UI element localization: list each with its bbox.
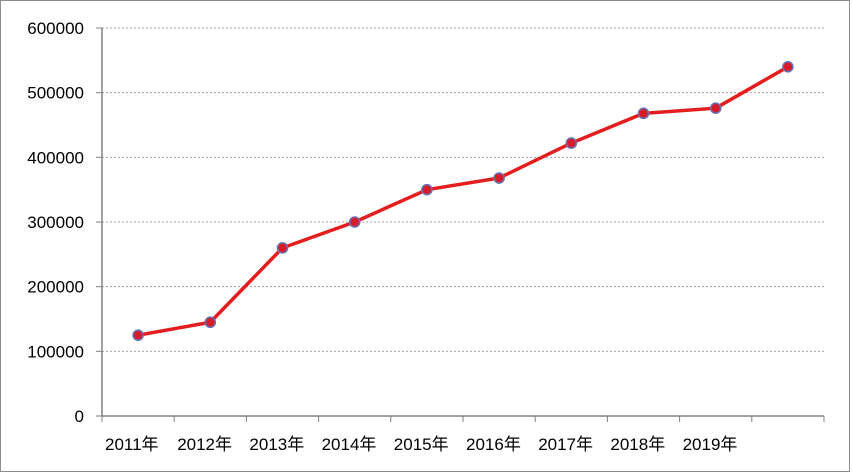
data-point	[204, 316, 217, 329]
y-tick-label: 0	[75, 407, 84, 426]
data-point	[637, 107, 650, 120]
y-axis-ticks: 0 100000 200000 300000 400000 500000 600000	[27, 19, 102, 426]
x-tick-label: 2017年	[538, 435, 593, 454]
y-tick-label: 300000	[27, 213, 84, 232]
x-tick-label: 2015年	[394, 435, 449, 454]
y-tick-label: 600000	[27, 19, 84, 38]
data-point	[782, 61, 794, 73]
x-tick-label: 2014年	[322, 435, 377, 454]
x-tick-label: 2016年	[466, 435, 521, 454]
data-point	[493, 172, 505, 184]
data-point	[276, 242, 289, 254]
x-tick-label: 2012年	[177, 435, 232, 454]
series-line	[136, 65, 790, 337]
x-tick-label: 2011年	[105, 435, 159, 454]
data-point	[565, 137, 578, 149]
data-point	[348, 216, 361, 228]
y-tick-label: 400000	[27, 148, 84, 167]
data-point	[421, 183, 433, 196]
data-point	[132, 329, 144, 341]
x-tick-label: 2013年	[249, 435, 304, 454]
x-tick-label: 2019年	[683, 435, 738, 454]
y-tick-label: 500000	[27, 84, 84, 103]
y-tick-label: 200000	[27, 278, 84, 297]
x-axis-ticks: 2011年 2012年 2013年 2014年 2015年 2016年 2017年 2018年…	[101, 416, 825, 454]
x-tick-label: 2018年	[610, 435, 665, 454]
y-tick-label: 100000	[27, 342, 84, 361]
gridlines	[102, 27, 824, 352]
data-point	[709, 102, 722, 114]
series-layer	[132, 61, 794, 341]
